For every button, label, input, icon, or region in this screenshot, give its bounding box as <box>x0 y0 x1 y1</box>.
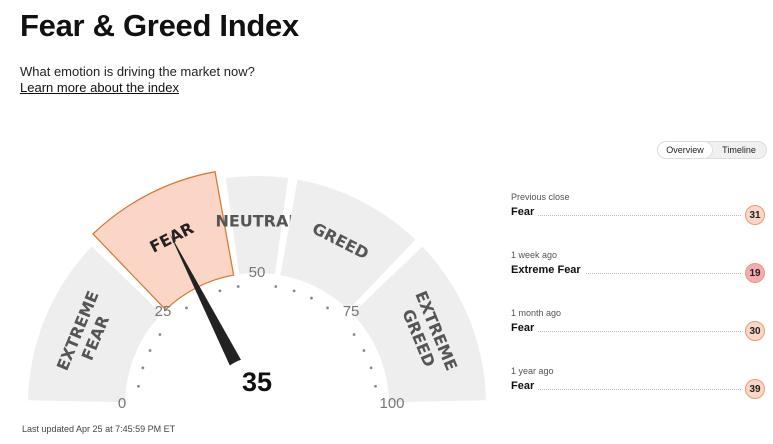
gauge-tick <box>158 333 162 336</box>
gauge-tick <box>310 296 313 300</box>
history-label: 1 year ago <box>511 366 554 376</box>
gauge-segment-greed <box>280 179 416 310</box>
history-rating: Fear <box>511 322 539 334</box>
gauge-value: 35 <box>242 367 272 397</box>
history-divider <box>511 389 741 390</box>
gauge-tick <box>141 366 145 370</box>
history-score-badge: 39 <box>745 379 765 399</box>
history-label: 1 month ago <box>511 308 562 318</box>
learn-more-link[interactable]: Learn more about the index <box>20 80 179 95</box>
gauge-segment-extreme-fear <box>28 246 162 403</box>
last-updated: Last updated Apr 25 at 7:45:59 PM ET <box>22 424 176 434</box>
gauge-label-neutral: NEUTRAL <box>215 212 298 231</box>
history-rating: Fear <box>511 206 539 218</box>
history-score-badge: 30 <box>745 321 765 341</box>
gauge-segment-fear <box>92 171 235 311</box>
page-subtitle: What emotion is driving the market now? <box>20 64 255 79</box>
history-row-1-year: 1 year ago Fear 39 <box>511 366 765 424</box>
history-divider <box>511 273 741 274</box>
gauge-scale-label: 0 <box>118 395 126 410</box>
gauge-tick <box>352 333 356 336</box>
gauge-hub <box>209 357 305 410</box>
history-row-1-week: 1 week ago Extreme Fear 19 <box>511 250 765 308</box>
gauge-needle <box>168 232 250 382</box>
page-title: Fear & Greed Index <box>20 8 299 43</box>
gauge-scale-label: 25 <box>155 303 172 320</box>
gauge-segment-extreme-greed <box>352 246 486 403</box>
history-label: 1 week ago <box>511 250 558 260</box>
history-rating: Extreme Fear <box>511 264 585 276</box>
history-list: Previous close Fear 31 1 week ago Extrem… <box>511 192 765 424</box>
gauge-tick <box>369 366 373 370</box>
gauge-tick <box>236 285 240 288</box>
gauge-tick <box>218 289 222 293</box>
gauge-tick <box>374 384 377 388</box>
history-row-1-month: 1 month ago Fear 30 <box>511 308 765 366</box>
history-rating: Fear <box>511 380 539 392</box>
gauge-segment-neutral <box>225 176 289 275</box>
gauge-tick <box>362 349 366 352</box>
history-label: Previous close <box>511 192 570 202</box>
history-divider <box>511 331 741 332</box>
toggle-timeline[interactable]: Timeline <box>722 145 756 155</box>
gauge-tick <box>148 349 152 352</box>
history-score-badge: 31 <box>745 205 765 225</box>
gauge-scale-label: 50 <box>249 264 266 281</box>
history-row-previous-close: Previous close Fear 31 <box>511 192 765 250</box>
gauge-scale-label: 100 <box>379 395 404 410</box>
gauge-tick <box>274 285 278 288</box>
history-divider <box>511 215 741 216</box>
toggle-overview[interactable]: Overview <box>658 142 712 158</box>
gauge-scale-label: 75 <box>343 303 360 320</box>
gauge-tick <box>137 384 140 388</box>
history-score-badge: 19 <box>745 263 765 283</box>
gauge-tick <box>326 306 329 310</box>
view-toggle: Overview Timeline <box>657 141 767 159</box>
gauge-tick <box>292 289 296 293</box>
gauge-tick <box>185 306 188 310</box>
fear-greed-gauge: EXTREMEFEARFEARNEUTRALGREEDEXTREMEGREED … <box>28 171 486 410</box>
